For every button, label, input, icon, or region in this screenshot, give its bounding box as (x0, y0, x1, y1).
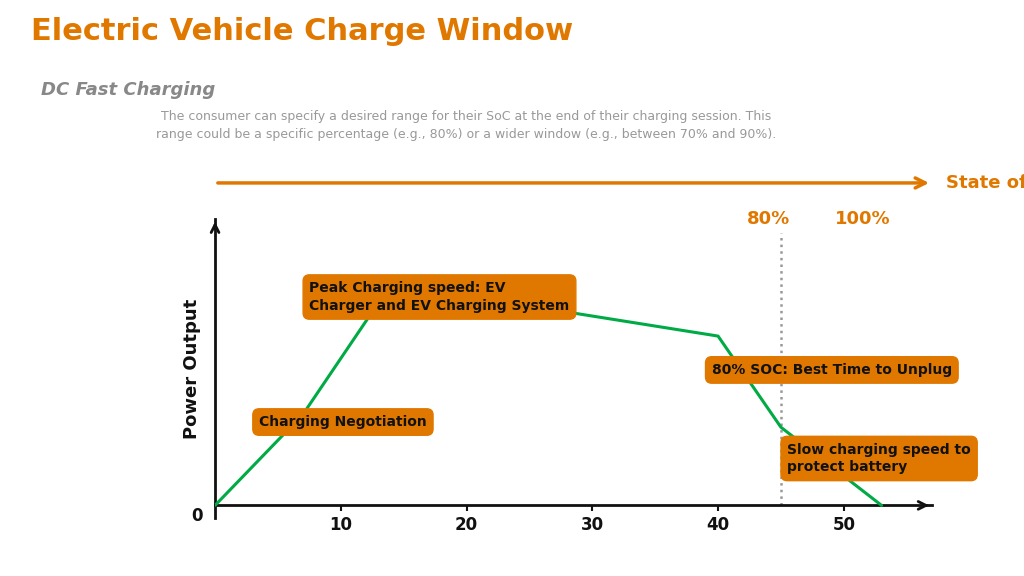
Text: 80%: 80% (746, 210, 790, 228)
Text: Peak Charging speed: EV
Charger and EV Charging System: Peak Charging speed: EV Charger and EV C… (309, 281, 569, 313)
Text: Charging Negotiation: Charging Negotiation (259, 415, 427, 429)
Text: Slow charging speed to
protect battery: Slow charging speed to protect battery (787, 442, 971, 475)
Text: DC Fast Charging: DC Fast Charging (41, 81, 215, 98)
Text: 100%: 100% (835, 210, 891, 228)
Text: State of Charge: State of Charge (946, 174, 1024, 192)
Text: 80% SOC: Best Time to Unplug: 80% SOC: Best Time to Unplug (712, 363, 952, 377)
Text: Electric Vehicle Charge Window: Electric Vehicle Charge Window (31, 17, 572, 46)
Text: The consumer can specify a desired range for their SoC at the end of their charg: The consumer can specify a desired range… (156, 110, 776, 141)
Y-axis label: Power Output: Power Output (183, 298, 201, 439)
Text: 0: 0 (190, 507, 203, 525)
